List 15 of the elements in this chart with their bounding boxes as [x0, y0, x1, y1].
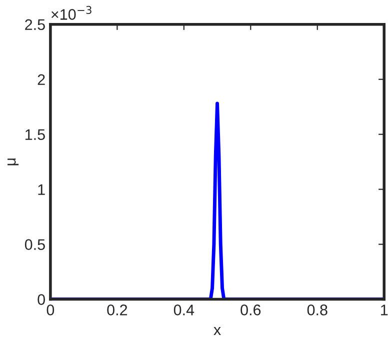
y-tick-label: 0: [38, 294, 45, 305]
x-tick-label: 0.6: [240, 304, 261, 316]
y-tick-label: 1: [38, 184, 45, 195]
x-tick-label: 0: [46, 304, 54, 316]
y-tick-label: 0.5: [24, 239, 45, 250]
y-axis-title: μ: [8, 158, 19, 166]
y-tick-label: 1.5: [26, 129, 45, 140]
text: ×10$^{−3}$: [52, 6, 92, 20]
x-tick-label: 1: [381, 304, 388, 316]
x-tick-label: 0.4: [174, 304, 194, 316]
x-tick-label: 0.8: [307, 304, 328, 316]
y-tick-label: 2.5: [25, 19, 45, 30]
x-axis-title: x: [214, 326, 221, 336]
x-tick-label: 0.2: [107, 304, 128, 316]
y-tick-label: 2: [38, 74, 45, 85]
